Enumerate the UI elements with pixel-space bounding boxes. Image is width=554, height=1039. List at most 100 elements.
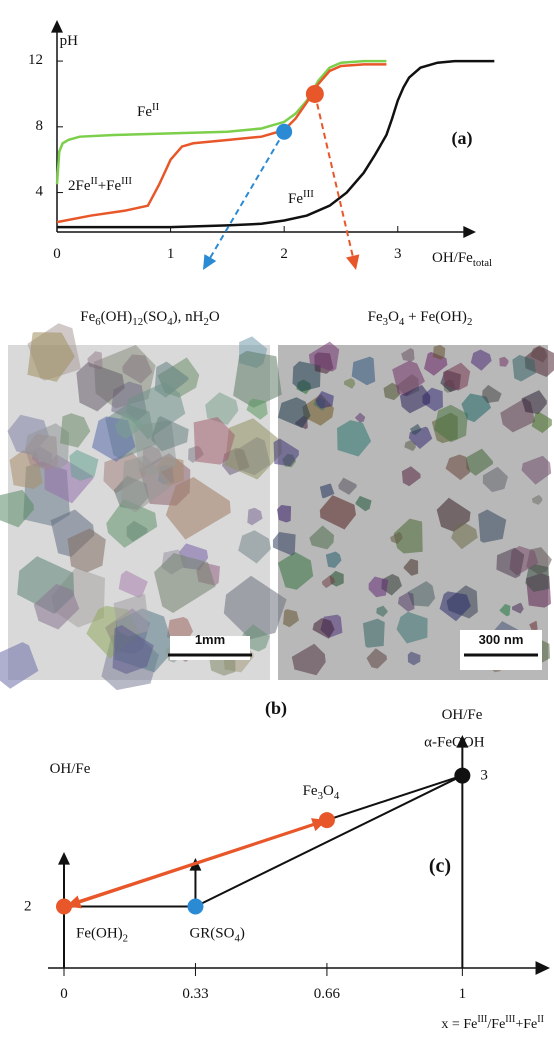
particle (366, 648, 387, 669)
particle (436, 497, 471, 532)
particle (309, 525, 335, 550)
marker (305, 84, 324, 103)
particle (272, 531, 296, 556)
dashed-arrow (206, 131, 286, 264)
arrow-head (58, 852, 70, 865)
particle (442, 362, 471, 391)
particle (362, 618, 385, 648)
product-label: Fe6(OH)12(SO4), nH2O (80, 309, 220, 328)
scale-bar-label: 300 nm (479, 632, 524, 647)
particle (233, 350, 282, 408)
point (318, 812, 335, 829)
panel-label: (a) (452, 128, 473, 149)
particle (499, 603, 511, 617)
particle (0, 489, 34, 528)
arrow-head (456, 735, 469, 748)
particle (482, 384, 502, 404)
arrow-head (203, 254, 217, 270)
particle (319, 495, 356, 530)
particle (223, 575, 287, 640)
y-tick-label: 8 (36, 118, 44, 134)
panel-label: (c) (429, 855, 451, 877)
arrow-head (535, 961, 550, 975)
particle (291, 643, 326, 676)
dashed-arrow (313, 93, 356, 263)
x-tick-label: 1 (459, 986, 467, 1002)
particle (401, 466, 421, 487)
particle (24, 423, 70, 470)
particle (478, 509, 507, 543)
particle (224, 418, 283, 480)
particle (277, 551, 314, 590)
particle (247, 507, 263, 526)
curve-label: FeII (137, 101, 160, 120)
panel-label: (b) (265, 698, 287, 719)
x-tick-label: 2 (280, 246, 288, 262)
y-tick-label: 2 (24, 899, 32, 915)
curve (56, 63, 387, 224)
particle (114, 412, 143, 440)
particle (315, 390, 334, 409)
y-tick-label: 4 (36, 184, 44, 200)
y-tick-label: 12 (28, 53, 43, 69)
particle (397, 592, 415, 612)
particle (312, 618, 335, 639)
particle (403, 558, 419, 576)
particle (445, 454, 471, 481)
x-tick-label: 1 (167, 246, 175, 262)
x-tick-label: 0 (53, 246, 61, 262)
arrow-head (346, 254, 360, 270)
particle (368, 576, 389, 598)
marker (276, 123, 293, 140)
particle (525, 564, 550, 592)
particle (499, 356, 509, 367)
curve (55, 59, 387, 185)
particle (451, 522, 478, 550)
particle (404, 440, 416, 452)
particle (351, 356, 376, 386)
particle (67, 528, 106, 573)
particle (319, 483, 335, 499)
particle (276, 504, 292, 523)
scale-bar-label: 1mm (195, 632, 225, 647)
particle (531, 411, 552, 434)
particle (27, 332, 75, 382)
curve (57, 59, 495, 229)
particle (407, 581, 436, 607)
x-axis-label: OH/Fetotal (432, 250, 492, 269)
particle (512, 602, 524, 614)
particle (325, 551, 342, 569)
particle (106, 499, 158, 548)
particle (461, 393, 492, 423)
particle (521, 390, 547, 415)
particle (60, 413, 91, 448)
particle (118, 570, 148, 598)
x-axis-label: x = FeIII/FeIII+FeII (441, 1014, 544, 1032)
point-label: GR(SO4) (189, 926, 244, 945)
particle (432, 344, 446, 360)
scale-bar-box (460, 630, 542, 670)
particle (407, 651, 421, 666)
particle (205, 392, 239, 425)
particle (396, 611, 428, 644)
particle (434, 404, 468, 443)
particle (154, 553, 216, 614)
particle (150, 416, 189, 452)
x-tick-label: 0 (60, 986, 68, 1002)
particle (530, 346, 548, 363)
particle (496, 547, 525, 579)
particle (399, 384, 431, 414)
particle (0, 642, 39, 689)
y-axis-label: OH/Fe (442, 707, 483, 723)
y-axis-label: OH/Fe (50, 761, 91, 777)
particle (389, 531, 403, 544)
particle (343, 378, 356, 389)
particle (277, 397, 311, 429)
point (56, 898, 72, 915)
point (187, 898, 204, 915)
particle (193, 417, 235, 465)
particle (521, 455, 552, 485)
particle (529, 620, 538, 630)
particle (393, 518, 423, 554)
